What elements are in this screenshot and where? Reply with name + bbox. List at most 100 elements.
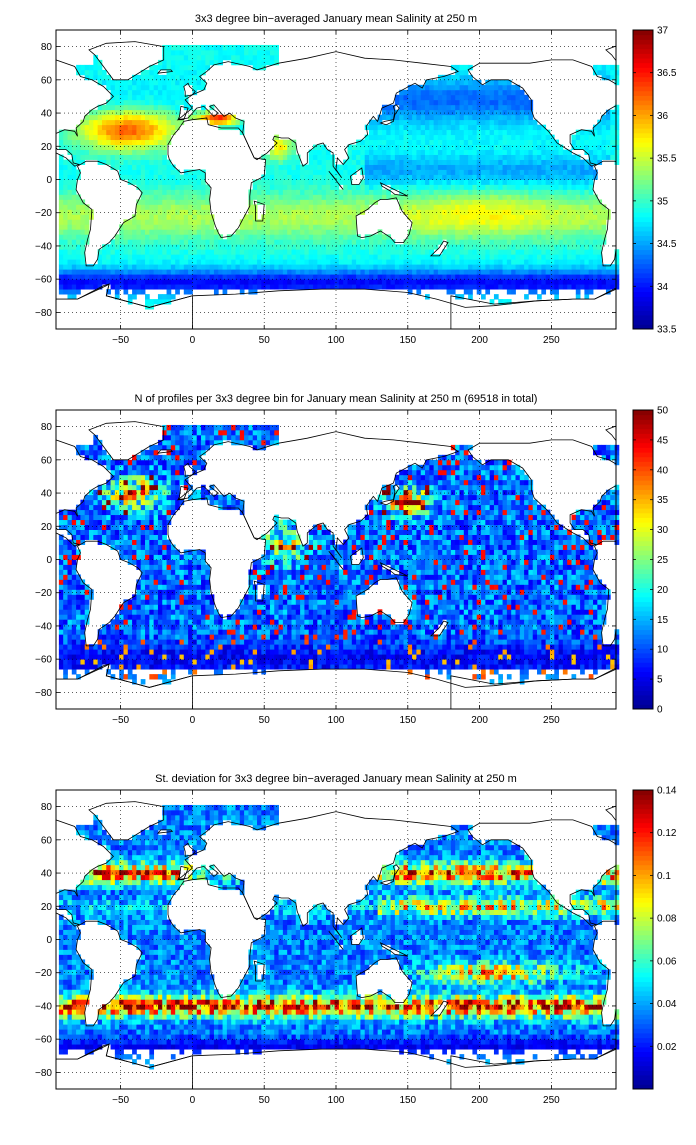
heatmap-cell <box>416 259 421 264</box>
heatmap-cell <box>360 259 365 264</box>
heatmap-cell <box>589 140 594 145</box>
heatmap-cell <box>442 664 447 669</box>
heatmap-cell <box>205 649 210 654</box>
heatmap-cell <box>528 279 533 284</box>
heatmap-cell <box>300 224 305 229</box>
heatmap-cell <box>214 289 219 294</box>
heatmap-cell <box>395 160 400 165</box>
heatmap-cell <box>472 269 477 274</box>
heatmap-cell <box>421 175 426 180</box>
heatmap-cell <box>335 189 340 194</box>
heatmap-cell <box>515 130 520 135</box>
heatmap-cell <box>154 229 159 234</box>
heatmap-cell <box>136 125 141 130</box>
heatmap-cell <box>490 669 495 674</box>
heatmap-cell <box>515 135 520 140</box>
heatmap-cell <box>455 184 460 189</box>
heatmap-cell <box>197 50 202 55</box>
heatmap-cell <box>451 659 456 664</box>
heatmap-cell <box>490 90 495 95</box>
heatmap-cell <box>546 259 551 264</box>
heatmap-cell <box>615 140 620 145</box>
heatmap-cell <box>167 125 172 130</box>
heatmap-cell <box>615 259 620 264</box>
heatmap-cell <box>541 204 546 209</box>
heatmap-cell <box>300 194 305 199</box>
heatmap-cell <box>149 105 154 110</box>
heatmap-cell <box>559 254 564 259</box>
heatmap-cell <box>365 184 370 189</box>
heatmap-cell <box>205 60 210 65</box>
heatmap-cell <box>283 249 288 254</box>
heatmap-cell <box>412 125 417 130</box>
heatmap-cell <box>197 254 202 259</box>
heatmap-cell <box>291 145 296 150</box>
heatmap-cell <box>472 85 477 90</box>
heatmap-cell <box>412 170 417 175</box>
heatmap-cell <box>369 194 374 199</box>
colorbar-segment <box>633 315 653 320</box>
heatmap-cell <box>447 289 452 294</box>
heatmap-cell <box>438 204 443 209</box>
heatmap-cell <box>227 284 232 289</box>
heatmap-cell <box>537 219 542 224</box>
heatmap-cell <box>490 130 495 135</box>
heatmap-cell <box>175 65 180 70</box>
heatmap-cell <box>559 279 564 284</box>
heatmap-cell <box>459 659 464 664</box>
heatmap-cell <box>72 175 77 180</box>
heatmap-cell <box>309 199 314 204</box>
heatmap-cell <box>356 269 361 274</box>
heatmap-cell <box>515 100 520 105</box>
heatmap-cell <box>378 145 383 150</box>
heatmap-cell <box>485 120 490 125</box>
heatmap-cell <box>524 224 529 229</box>
heatmap-cell <box>132 170 137 175</box>
heatmap-cell <box>154 115 159 120</box>
heatmap-cell <box>550 244 555 249</box>
heatmap-cell <box>111 279 116 284</box>
heatmap-cell <box>382 135 387 140</box>
heatmap-cell <box>425 274 430 279</box>
heatmap-cell <box>485 204 490 209</box>
heatmap-cell <box>59 194 64 199</box>
heatmap-cell <box>235 269 240 274</box>
heatmap-cell <box>205 239 210 244</box>
heatmap-cell <box>279 234 284 239</box>
heatmap-cell <box>296 254 301 259</box>
heatmap-cell <box>365 659 370 664</box>
heatmap-cell <box>287 184 292 189</box>
heatmap-cell <box>468 654 473 659</box>
heatmap-cell <box>313 224 318 229</box>
heatmap-cell <box>102 105 107 110</box>
heatmap-cell <box>515 140 520 145</box>
colorbar-segment <box>633 189 653 194</box>
heatmap-cell <box>606 269 611 274</box>
heatmap-cell <box>434 155 439 160</box>
heatmap-cell <box>421 244 426 249</box>
heatmap-cell <box>442 274 447 279</box>
heatmap-cell <box>76 664 81 669</box>
heatmap-cell <box>524 135 529 140</box>
heatmap-cell <box>149 110 154 115</box>
heatmap-cell <box>477 115 482 120</box>
heatmap-cell <box>403 269 408 274</box>
heatmap-cell <box>455 180 460 185</box>
heatmap-cell <box>373 234 378 239</box>
heatmap-cell <box>335 209 340 214</box>
heatmap-cell <box>283 160 288 165</box>
heatmap-cell <box>554 214 559 219</box>
heatmap-cell <box>541 289 546 294</box>
heatmap-cell <box>244 259 249 264</box>
heatmap-cell <box>304 180 309 185</box>
heatmap-cell <box>451 115 456 120</box>
heatmap-cell <box>438 189 443 194</box>
heatmap-cell <box>369 659 374 664</box>
heatmap-cell <box>597 264 602 269</box>
heatmap-cell <box>76 649 81 654</box>
heatmap-cell <box>175 75 180 80</box>
heatmap-cell <box>412 105 417 110</box>
heatmap-cell <box>158 155 163 160</box>
heatmap-cell <box>291 269 296 274</box>
heatmap-cell <box>197 274 202 279</box>
